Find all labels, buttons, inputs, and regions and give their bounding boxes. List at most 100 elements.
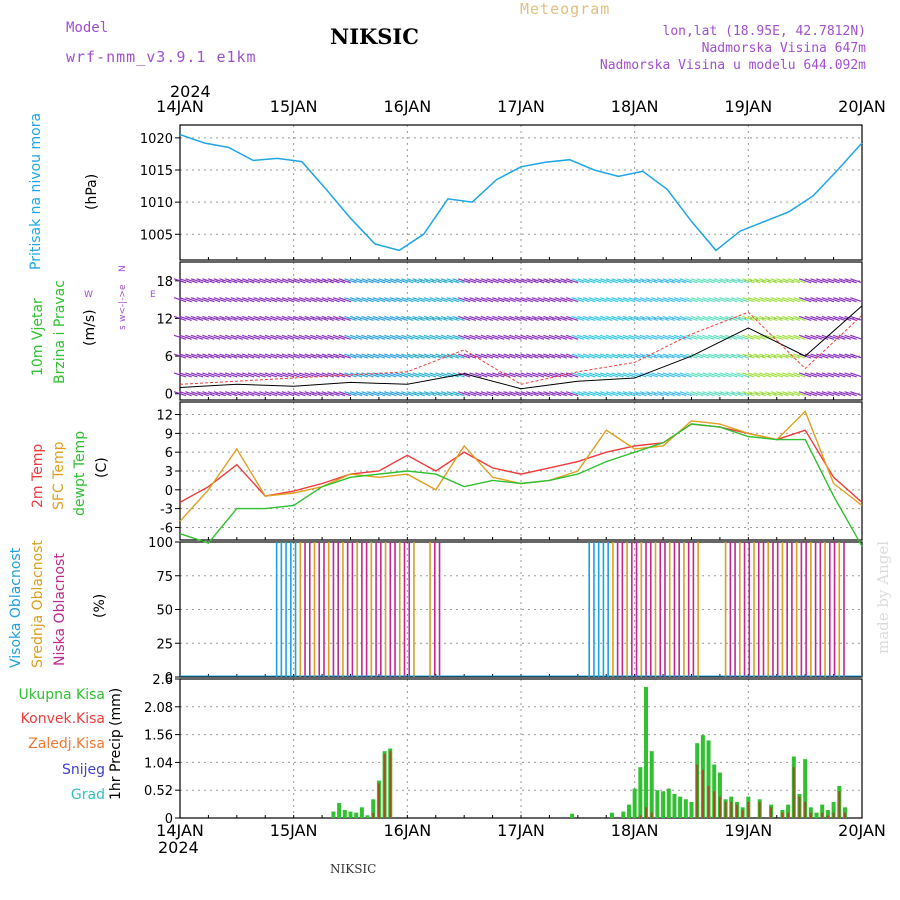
wind-barb (190, 372, 204, 378)
wind-barb (838, 297, 852, 303)
wind-barb (560, 278, 573, 284)
precip-legend-total: Ukupna Kisa (18, 687, 105, 703)
wind-barb (554, 391, 567, 397)
wind-barb (719, 334, 732, 340)
wind-barb (355, 372, 369, 378)
wind-barb (190, 391, 204, 397)
wind-barb (747, 297, 761, 303)
precip-bar-conv (377, 783, 380, 818)
wind-barb (429, 353, 442, 359)
wind-barb (480, 391, 494, 397)
wind-barb (293, 353, 306, 359)
wind-barb (645, 372, 658, 378)
wind-barb (469, 372, 482, 378)
wind-barb (497, 315, 511, 322)
wind-barb (702, 372, 715, 378)
wind-barb (679, 278, 693, 284)
wind-barb (628, 297, 641, 303)
wind-barb (804, 391, 818, 397)
wind-barb (639, 391, 653, 397)
wind-barb (730, 278, 744, 284)
wind-barb (662, 372, 675, 378)
wind-barb (560, 297, 573, 303)
wind-barb (719, 372, 732, 378)
wind-barb (486, 353, 499, 359)
wind-barb (264, 278, 278, 284)
wind-barb (310, 391, 323, 397)
wind-barb (742, 278, 755, 284)
wind-barbs (173, 278, 863, 397)
wind-barb (349, 353, 363, 359)
wind-barb (253, 315, 266, 322)
wind-barb (537, 315, 550, 322)
wind-barb (185, 353, 198, 359)
wind-barb (622, 278, 636, 284)
precip-bar-total (672, 793, 677, 818)
wind-barb (196, 334, 209, 340)
wind-barb (605, 278, 619, 284)
wind-barb (781, 297, 795, 303)
wind-barb (406, 353, 420, 359)
wind-barb (781, 278, 795, 284)
wind-barb (480, 353, 494, 359)
wind-barb (224, 315, 238, 322)
wind-barb (662, 353, 675, 359)
wind-barb (446, 297, 459, 303)
wind-barb (219, 353, 232, 359)
wind-barb (304, 278, 317, 284)
wind-barb (560, 391, 573, 397)
wind-barb (344, 353, 357, 359)
precip-bar-conv (787, 812, 790, 818)
wind-barb (287, 353, 300, 359)
wind-barb (656, 334, 670, 340)
wind-barb (690, 372, 704, 378)
wind-barb (253, 278, 266, 284)
wind-barb (503, 372, 516, 378)
wind-barb (264, 353, 278, 359)
wind-barb (742, 297, 755, 303)
wind-barb (520, 278, 533, 284)
wind-barb (349, 278, 363, 284)
wind-barb (247, 372, 261, 378)
wind-barb (315, 315, 329, 322)
wind-barb (304, 334, 317, 340)
precip-bar-conv (798, 796, 801, 818)
y-tick-label: 12 (156, 409, 173, 424)
wind-barb (304, 297, 317, 303)
wind-barb (821, 334, 835, 340)
wind-barb (190, 315, 204, 322)
wind-barb (673, 391, 687, 397)
wind-barb (196, 372, 209, 378)
wind-barb (287, 315, 300, 322)
wind-barb (378, 278, 391, 284)
wind-barb (725, 353, 738, 359)
wind-barb (259, 297, 272, 303)
wind-barb (537, 278, 550, 284)
wind-barb (247, 315, 261, 322)
precip-bar-total (803, 759, 808, 818)
wind-barb (179, 353, 192, 359)
y-tick-label: 1005 (140, 228, 173, 243)
wind-barb (514, 315, 528, 322)
precip-bar-conv (372, 812, 375, 818)
wind-barb (702, 353, 715, 359)
wind-barb (446, 278, 459, 284)
wind-barb (509, 297, 522, 303)
wind-barb (816, 315, 829, 322)
wind-barb (480, 297, 494, 303)
wind-barb (509, 372, 522, 378)
wind-barb (202, 297, 215, 303)
wind-barb (276, 278, 289, 284)
wind-barb (372, 297, 386, 303)
y-tick-label: 100 (148, 536, 173, 551)
wind-barb (770, 353, 783, 359)
wind-barb (702, 315, 715, 322)
wind-barb (242, 353, 255, 359)
wind-barb (469, 334, 482, 340)
wind-barb (179, 372, 192, 378)
wind-barb (378, 353, 391, 359)
wind-barb (503, 278, 516, 284)
wind-barb (418, 391, 431, 397)
wind-barb (389, 315, 403, 322)
wind-barb (509, 315, 522, 322)
